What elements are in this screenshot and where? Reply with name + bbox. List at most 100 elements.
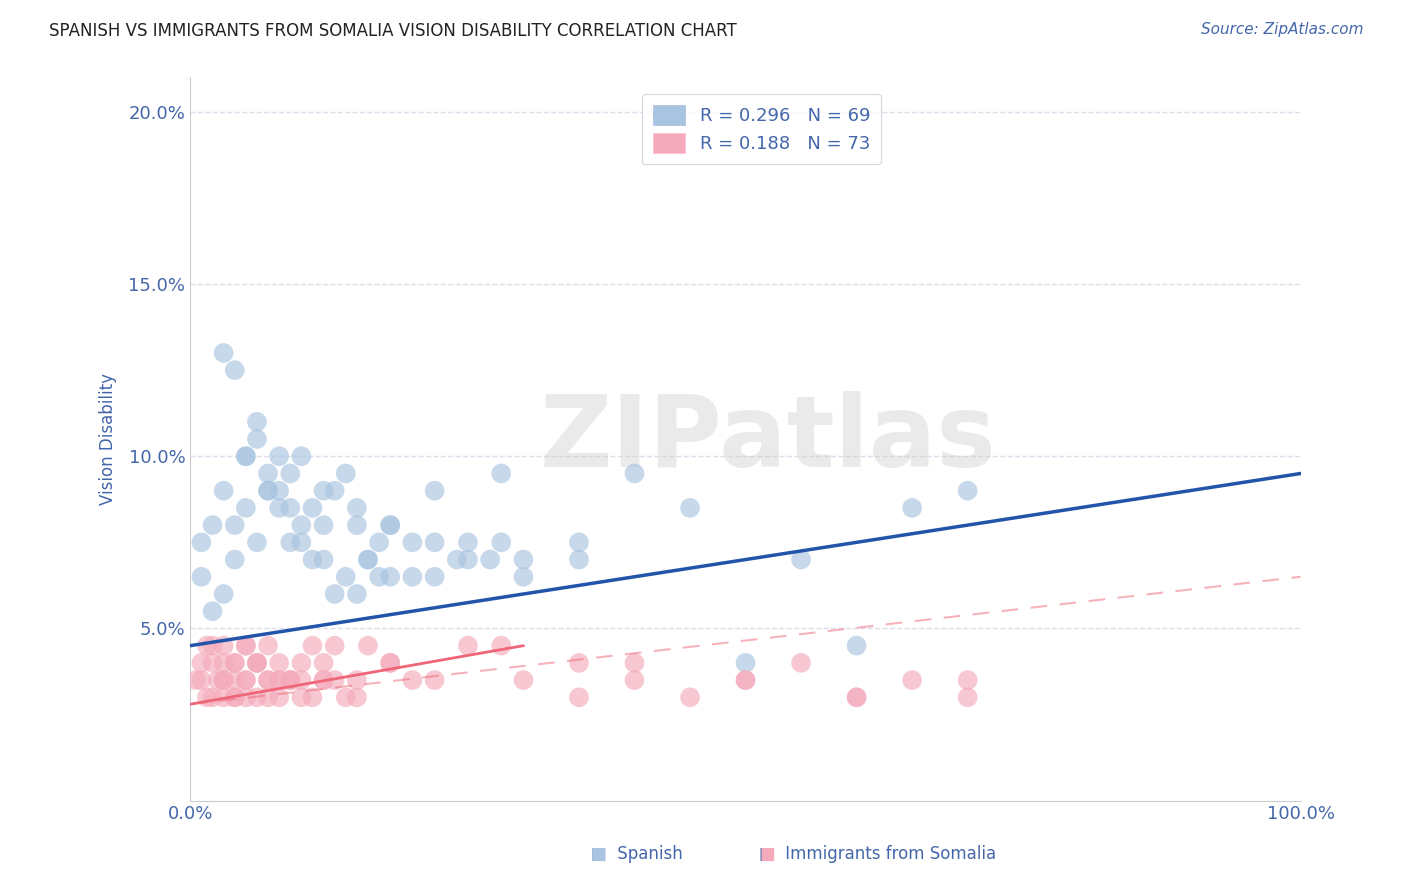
Point xyxy=(380,518,402,533)
Point xyxy=(190,535,212,549)
Point xyxy=(901,500,924,515)
Text: ■  Immigrants from Somalia: ■ Immigrants from Somalia xyxy=(759,846,997,863)
Point xyxy=(368,570,391,584)
Point xyxy=(423,673,446,687)
Point xyxy=(212,346,235,360)
Point xyxy=(246,656,269,670)
Point xyxy=(269,690,291,705)
Point xyxy=(512,673,534,687)
Text: ZIPatlas: ZIPatlas xyxy=(540,391,997,488)
Point xyxy=(623,467,645,481)
Point xyxy=(201,639,224,653)
Point xyxy=(790,656,813,670)
Point xyxy=(401,535,423,549)
Point xyxy=(190,673,212,687)
Point xyxy=(312,673,335,687)
Point xyxy=(346,500,368,515)
Point xyxy=(246,535,269,549)
Point xyxy=(257,639,280,653)
Point xyxy=(269,483,291,498)
Point xyxy=(457,535,479,549)
Point xyxy=(401,570,423,584)
Point xyxy=(224,363,246,377)
Point xyxy=(257,483,280,498)
Point xyxy=(679,690,702,705)
Point xyxy=(346,690,368,705)
Point xyxy=(901,673,924,687)
Point xyxy=(323,587,346,601)
Point xyxy=(190,656,212,670)
Point xyxy=(235,673,257,687)
Point xyxy=(734,656,756,670)
Point xyxy=(423,570,446,584)
Point xyxy=(568,535,591,549)
Point xyxy=(357,639,380,653)
Point xyxy=(195,639,218,653)
Point xyxy=(290,690,312,705)
Point xyxy=(323,483,346,498)
Point xyxy=(212,673,235,687)
Point xyxy=(312,483,335,498)
Point xyxy=(623,656,645,670)
Point xyxy=(278,673,301,687)
Text: Source: ZipAtlas.com: Source: ZipAtlas.com xyxy=(1201,22,1364,37)
Point xyxy=(845,690,868,705)
Point xyxy=(423,535,446,549)
Point xyxy=(457,639,479,653)
Point xyxy=(278,673,301,687)
Point xyxy=(290,518,312,533)
Point xyxy=(512,570,534,584)
Point xyxy=(457,552,479,566)
Point xyxy=(401,673,423,687)
Point xyxy=(956,690,979,705)
Point xyxy=(235,500,257,515)
Point xyxy=(335,570,357,584)
Point xyxy=(312,656,335,670)
Point xyxy=(212,587,235,601)
Point xyxy=(224,552,246,566)
Point xyxy=(423,483,446,498)
Point xyxy=(269,656,291,670)
Point xyxy=(357,552,380,566)
Point xyxy=(269,449,291,463)
Point xyxy=(734,673,756,687)
Point xyxy=(357,552,380,566)
Point xyxy=(278,500,301,515)
Point xyxy=(845,690,868,705)
Point xyxy=(956,483,979,498)
Point xyxy=(235,639,257,653)
Point xyxy=(278,467,301,481)
Point xyxy=(212,690,235,705)
Point xyxy=(623,673,645,687)
Point xyxy=(224,690,246,705)
Point xyxy=(207,673,229,687)
Point xyxy=(301,552,323,566)
Point xyxy=(235,673,257,687)
Point xyxy=(380,656,402,670)
Point xyxy=(312,518,335,533)
Point xyxy=(790,552,813,566)
Point xyxy=(235,449,257,463)
Point xyxy=(224,656,246,670)
Point xyxy=(224,656,246,670)
Point xyxy=(201,604,224,618)
Point xyxy=(278,535,301,549)
Point xyxy=(956,673,979,687)
Point xyxy=(269,673,291,687)
Point xyxy=(491,639,513,653)
Point xyxy=(446,552,468,566)
Point xyxy=(335,690,357,705)
Text: ■: ■ xyxy=(759,846,775,863)
Point xyxy=(201,656,224,670)
Point xyxy=(246,656,269,670)
Point xyxy=(346,673,368,687)
Point xyxy=(491,535,513,549)
Legend: R = 0.296   N = 69, R = 0.188   N = 73: R = 0.296 N = 69, R = 0.188 N = 73 xyxy=(641,94,882,164)
Point xyxy=(190,570,212,584)
Point xyxy=(257,673,280,687)
Point xyxy=(290,535,312,549)
Point xyxy=(568,656,591,670)
Point xyxy=(246,690,269,705)
Point xyxy=(212,639,235,653)
Point xyxy=(346,518,368,533)
